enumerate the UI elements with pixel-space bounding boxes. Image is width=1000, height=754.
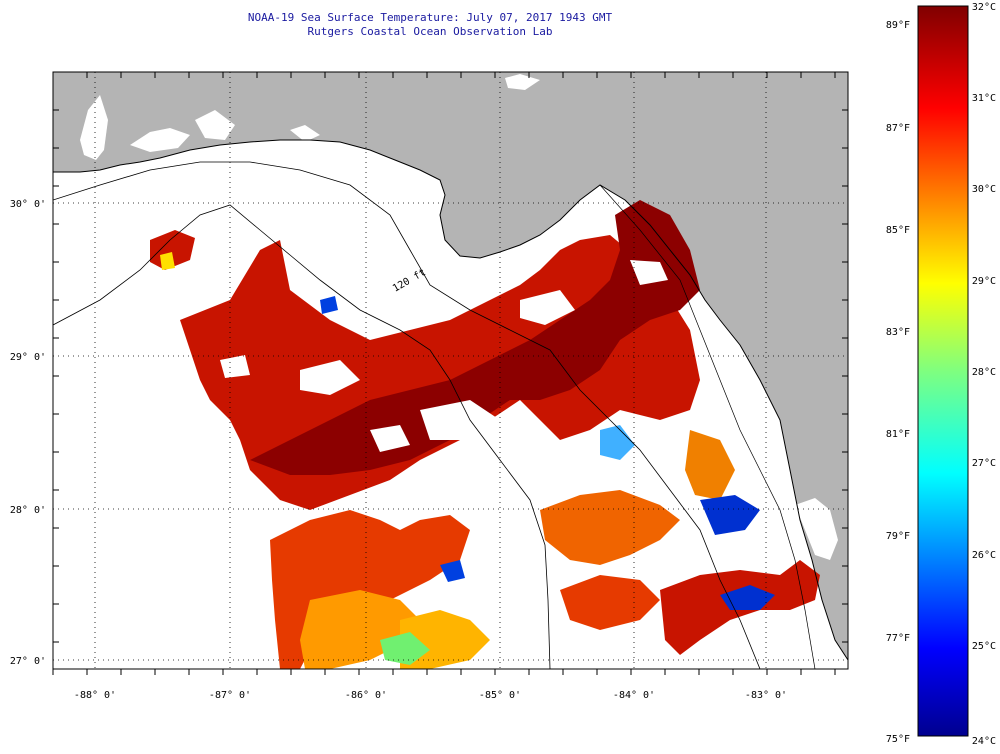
lon-tick-label: -88° 0' [74, 690, 116, 701]
lat-tick-label: 28° 0' [10, 505, 46, 516]
map-title: NOAA-19 Sea Surface Temperature: July 07… [247, 11, 613, 24]
coastline [53, 139, 848, 661]
bay-inlet [505, 74, 540, 90]
cloud-nodata [370, 425, 410, 452]
map-subtitle: Rutgers Coastal Ocean Observation Lab [307, 25, 553, 38]
lat-axis: 30° 0' 29° 0' 28° 0' 27° 0' [10, 199, 46, 667]
sst-patch [540, 490, 680, 565]
c-label: 26°C [972, 550, 996, 561]
c-label: 31°C [972, 93, 996, 104]
lon-tick-label: -85° 0' [479, 690, 521, 701]
bay-inlet [795, 498, 838, 560]
sst-patch [700, 495, 760, 535]
frame-ticks [52, 71, 848, 675]
f-label: 89°F [886, 20, 910, 31]
f-label: 83°F [886, 327, 910, 338]
isobath-line [599, 184, 816, 669]
c-label: 29°C [972, 276, 996, 287]
sst-patch [380, 632, 430, 665]
colorbar-gradient [917, 5, 969, 737]
lon-tick-label: -86° 0' [345, 690, 387, 701]
f-label: 87°F [886, 123, 910, 134]
sst-patch [440, 560, 465, 582]
cloud-nodata [300, 360, 360, 395]
sst-data-layer [150, 200, 820, 669]
lon-tick-label: -87° 0' [209, 690, 251, 701]
lon-tick-label: -83° 0' [745, 690, 787, 701]
bay-inlet [130, 128, 190, 152]
lon-axis: -88° 0' -87° 0' -86° 0' -85° 0' -84° 0' … [74, 690, 787, 701]
lat-tick-label: 30° 0' [10, 199, 46, 210]
colorbar-c-labels: 32°C 31°C 30°C 29°C 28°C 27°C 26°C 25°C … [972, 2, 996, 747]
c-label: 28°C [972, 367, 996, 378]
f-label: 79°F [886, 531, 910, 542]
c-label: 25°C [972, 641, 996, 652]
f-label: 75°F [886, 734, 910, 745]
f-label: 77°F [886, 633, 910, 644]
cloud-nodata [220, 355, 250, 378]
sst-patch [320, 296, 338, 314]
cloud-nodata [420, 400, 500, 440]
sst-patch [600, 425, 635, 460]
c-label: 32°C [972, 2, 996, 13]
sst-patch [160, 252, 175, 270]
sst-patch [685, 430, 735, 500]
c-label: 24°C [972, 736, 996, 747]
sst-patch [560, 575, 660, 630]
lat-tick-label: 29° 0' [10, 352, 46, 363]
map-frame [52, 71, 849, 670]
lat-tick-label: 27° 0' [10, 656, 46, 667]
cloud-nodata [520, 290, 575, 325]
bay-inlet [290, 125, 320, 142]
sst-patch [250, 200, 700, 475]
bay-inlet [80, 95, 108, 160]
cloud-nodata [630, 260, 668, 285]
lon-tick-label: -84° 0' [613, 690, 655, 701]
f-label: 81°F [886, 429, 910, 440]
f-label: 85°F [886, 225, 910, 236]
colorbar-f-labels: 89°F 87°F 85°F 83°F 81°F 79°F 77°F 75°F [886, 20, 910, 745]
isobath-line [53, 204, 551, 669]
isobath-line [53, 161, 761, 669]
sst-patch [720, 585, 775, 610]
bay-inlet [195, 110, 235, 140]
c-label: 27°C [972, 458, 996, 469]
c-label: 30°C [972, 184, 996, 195]
